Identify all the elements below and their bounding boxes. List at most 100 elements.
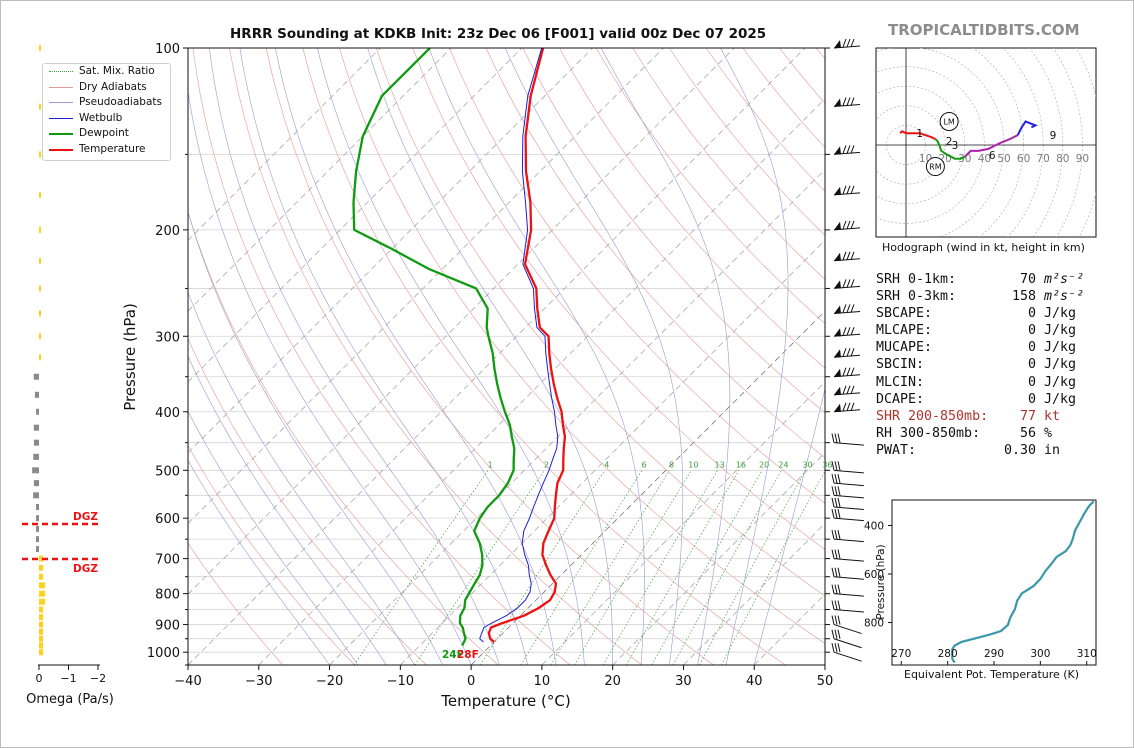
dry-adiabat-line	[302, 48, 786, 665]
skewt-y-axis-label: Pressure (hPa)	[121, 303, 139, 411]
barb-flag	[850, 367, 855, 376]
barb-flag	[831, 461, 835, 471]
index-value: 0	[1027, 374, 1036, 390]
barb-pennant	[834, 386, 841, 395]
dry-adiabat-line	[522, 48, 825, 414]
omega-bar	[39, 628, 43, 635]
barb-staff	[833, 593, 864, 597]
profile-temperature	[487, 48, 567, 643]
wind-barb	[833, 220, 861, 231]
mixing-ratio-label: 8	[669, 460, 674, 469]
wind-barb	[833, 402, 861, 413]
barb-flag	[846, 304, 851, 313]
mixing-ratio-line	[672, 470, 782, 665]
omega-bar	[39, 285, 41, 292]
barb-pennant	[834, 328, 841, 337]
index-row: RH 300-850mb: 56%	[876, 426, 1052, 443]
index-value: 56	[1019, 425, 1036, 441]
legend: Sat. Mix. Ratio Dry Adiabats Pseudoadiab…	[42, 63, 171, 161]
barb-flag	[837, 549, 841, 559]
barb-flag	[842, 385, 847, 395]
profile-dewpoint	[352, 48, 516, 647]
wind-barb	[833, 327, 861, 337]
index-label: SBCAPE:	[876, 306, 933, 322]
wind-barb	[833, 185, 861, 196]
wind-barb	[833, 279, 861, 289]
legend-label: Pseudoadiabats	[79, 96, 162, 109]
hodograph-height-label: 3	[952, 140, 959, 152]
pseudoadiabat-line	[239, 48, 528, 665]
omega-bar	[39, 191, 41, 198]
index-row: SBCAPE: 0 J/kg	[876, 306, 1076, 323]
barb-pennant	[834, 98, 841, 107]
legend-label: Dewpoint	[79, 127, 129, 140]
hodograph-trace	[1016, 120, 1038, 136]
y-tick-label: 1000	[147, 646, 180, 661]
barb-flag	[846, 279, 851, 288]
index-label: SRH 0-3km:	[876, 289, 957, 305]
omega-bar	[39, 649, 43, 656]
barb-flag	[837, 530, 841, 540]
barb-flag	[842, 38, 847, 48]
x-tick-label: 0	[467, 674, 475, 689]
mixing-ratio-line	[414, 470, 545, 665]
index-row: SBCIN: 0 J/kg	[876, 357, 1076, 374]
index-label: DCAPE:	[876, 391, 925, 407]
index-row-shear: SHR 200-850mb: 77 kt	[876, 409, 1060, 426]
pseudoadiabat-line	[367, 48, 614, 665]
barb-pennant	[834, 40, 841, 48]
index-unit: kt	[1044, 408, 1061, 424]
dry-adiabat-line	[485, 48, 825, 459]
wind-barb	[833, 385, 861, 396]
y-tick-label: 800	[155, 588, 180, 603]
ept-profile	[951, 500, 1095, 664]
omega-bar	[39, 598, 45, 605]
chart-title: HRRR Sounding at KDKB Init: 23z Dec 06 […	[230, 26, 767, 42]
wind-barb	[831, 497, 864, 510]
index-label: SBCIN:	[876, 357, 925, 373]
barb-flag	[842, 145, 847, 154]
barb-flag	[850, 402, 855, 411]
pseudoadiabat-line	[600, 48, 731, 665]
omega-bar	[33, 439, 39, 446]
wind-barb	[833, 367, 861, 378]
index-row: MLCAPE: 0 J/kg	[876, 323, 1076, 340]
barb-flag	[846, 220, 851, 230]
barb-flag	[842, 348, 847, 357]
omega-x-axis-label: Omega (Pa/s)	[26, 692, 114, 707]
barb-flag	[846, 367, 851, 376]
barb-flag	[850, 251, 855, 260]
wind-barb	[831, 615, 862, 635]
barb-flag	[831, 509, 835, 519]
omega-bar	[33, 480, 39, 487]
pseudoadiabat-line	[504, 48, 684, 665]
omega-bar	[39, 310, 41, 317]
dry-adiabat-line	[188, 444, 355, 665]
barb-flag	[837, 474, 841, 484]
barb-flag	[842, 220, 847, 230]
wind-barb	[831, 567, 864, 580]
ept-panel: 270 280 290 300 310 400 600 800	[864, 499, 1097, 666]
omega-bar	[39, 635, 43, 642]
x-tick-label: 50	[817, 674, 834, 689]
index-unit: in	[1044, 442, 1061, 458]
barb-flag	[837, 643, 841, 653]
x-tick-label: 30	[675, 674, 692, 689]
y-tick-label: 300	[155, 330, 180, 345]
hodograph-trace	[964, 134, 1019, 158]
wind-barb	[833, 251, 861, 262]
barb-flag	[834, 509, 838, 519]
y-tick-label: 700	[155, 553, 180, 568]
legend-swatch	[49, 117, 73, 119]
barb-flag	[842, 367, 847, 376]
hodograph-height-label: 9	[1050, 130, 1057, 142]
wind-barb	[833, 145, 861, 155]
x-tick-label: −40	[174, 674, 201, 689]
barb-flag	[850, 385, 855, 395]
omega-bar	[39, 555, 43, 562]
y-tick-label: 100	[155, 42, 180, 57]
index-label: MLCAPE:	[876, 323, 933, 339]
barb-flag	[850, 145, 855, 154]
ept-y-tick-label: 600	[864, 569, 884, 581]
